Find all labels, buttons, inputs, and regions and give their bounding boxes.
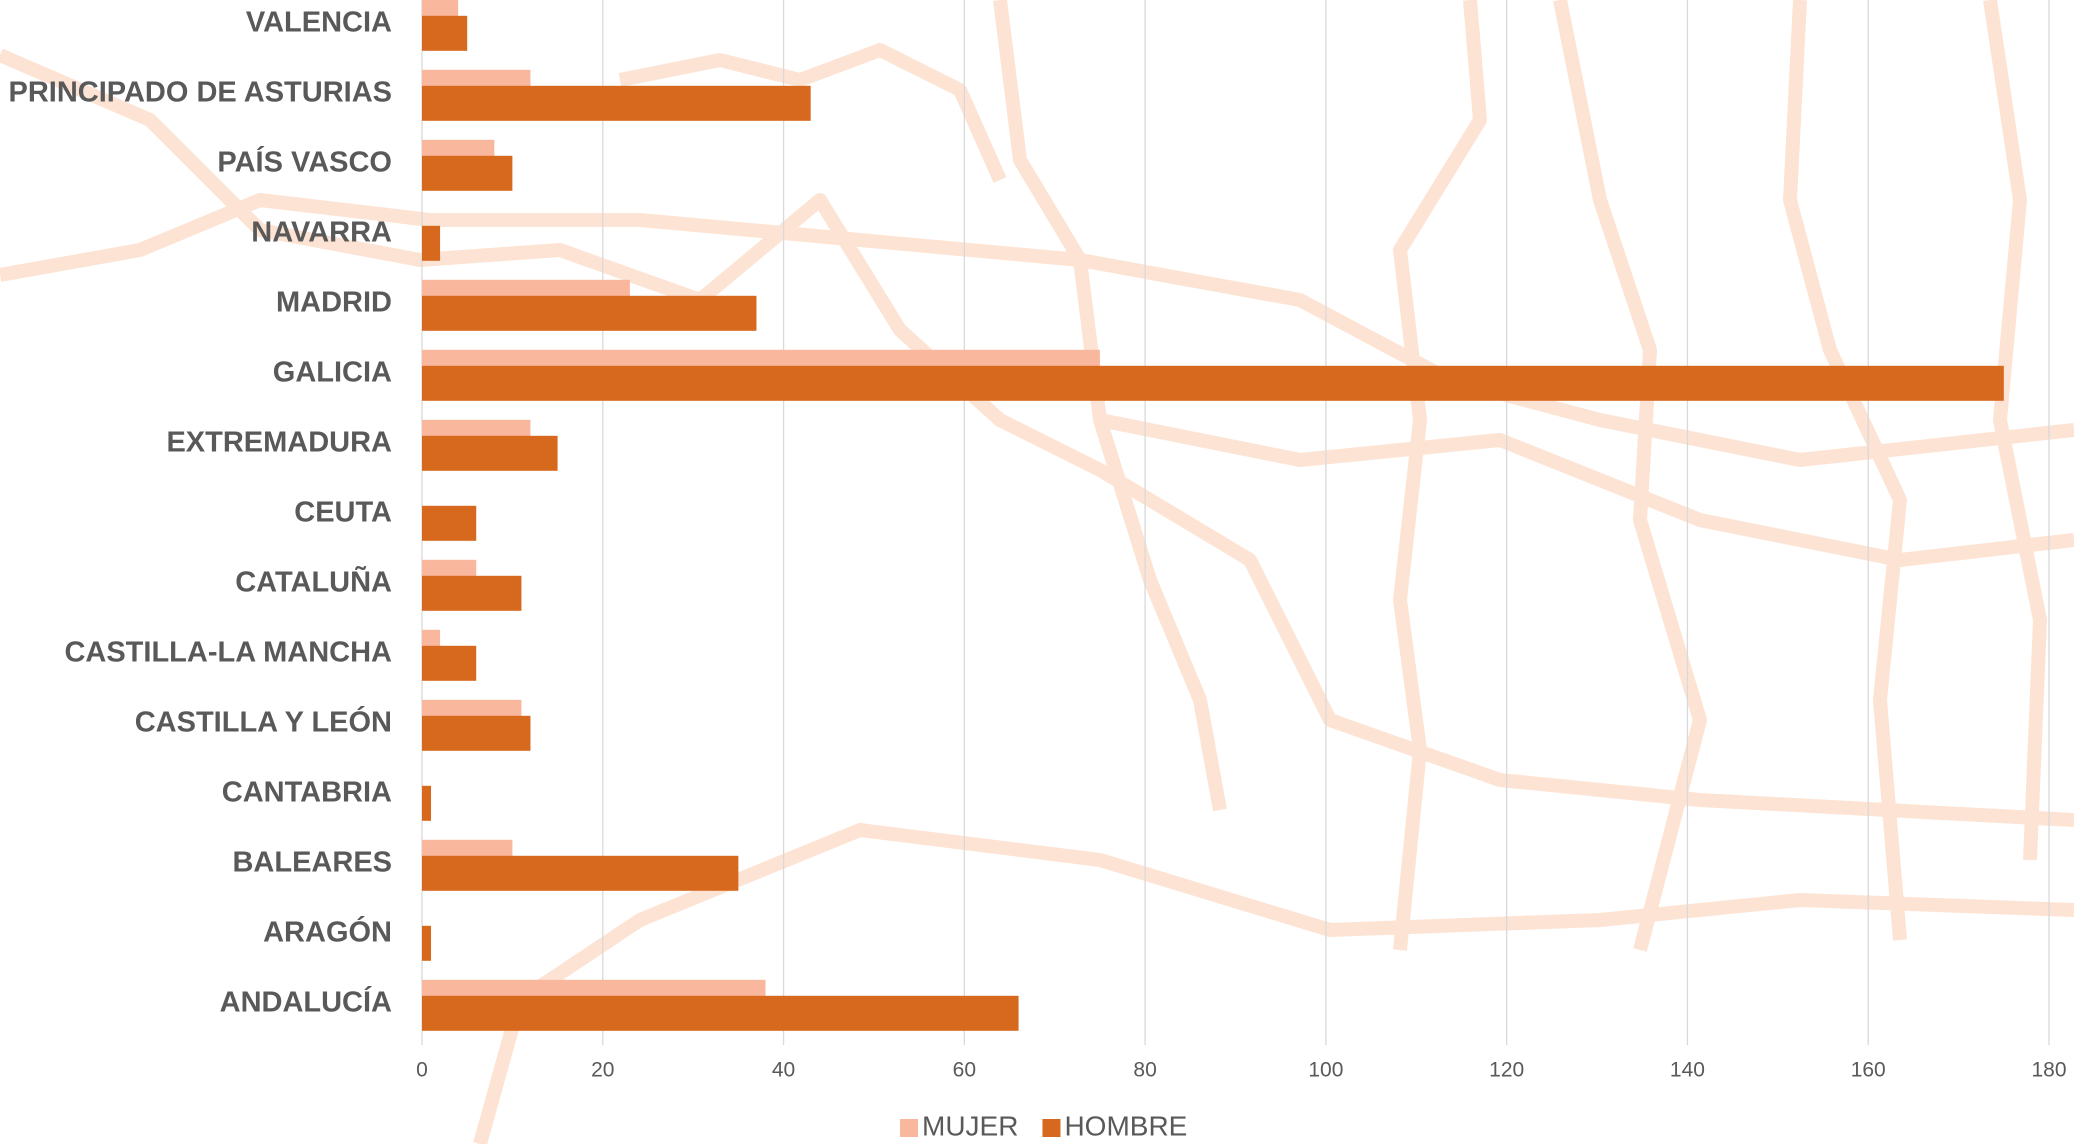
y-tick-label: CANTABRIA: [222, 776, 392, 808]
legend-swatch: [1042, 1119, 1061, 1137]
legend: MUJER HOMBRE: [900, 1110, 1187, 1141]
y-tick-label: NAVARRA: [251, 216, 392, 248]
bar: [422, 925, 432, 961]
y-tick-label: ANDALUCÍA: [220, 984, 392, 1018]
x-tick-label: 80: [1133, 1059, 1156, 1082]
x-tick-label: 160: [1851, 1059, 1886, 1082]
bar: [422, 715, 531, 751]
bar: [422, 855, 739, 891]
legend-label: MUJER: [922, 1110, 1018, 1141]
bar: [422, 365, 2004, 401]
x-tick-label: 20: [591, 1059, 614, 1082]
bar: [422, 505, 477, 541]
y-tick-label: PAÍS VASCO: [217, 144, 392, 178]
bar: [422, 575, 522, 611]
plot-area: 0 20 40 60 80 100 120 140 160 180 VALENCIA PRINCIPA…: [9, 0, 2067, 1082]
x-tick-label: 120: [1489, 1059, 1524, 1082]
bar: [422, 155, 513, 191]
y-tick-label: PRINCIPADO DE ASTURIAS: [9, 76, 392, 108]
y-tick-label: CASTILLA Y LEÓN: [135, 704, 392, 738]
bar: [422, 15, 468, 51]
y-tick-label: ARAGÓN: [263, 914, 392, 948]
bar: [422, 435, 558, 471]
y-tick-label: GALICIA: [273, 356, 392, 388]
x-tick-label: 0: [416, 1059, 428, 1082]
x-tick-label: 100: [1308, 1059, 1343, 1082]
y-tick-label: CEUTA: [294, 496, 392, 528]
y-tick-label: CATALUÑA: [235, 564, 392, 598]
x-tick-label: 60: [953, 1059, 976, 1082]
y-tick-label: VALENCIA: [246, 6, 392, 38]
bar: [422, 785, 432, 821]
legend-swatch: [900, 1119, 918, 1137]
bar: [422, 85, 811, 121]
y-tick-label: CASTILLA-LA MANCHA: [64, 636, 392, 668]
bar: [422, 225, 441, 261]
y-tick-label: BALEARES: [232, 846, 392, 878]
x-tick-label: 40: [772, 1059, 795, 1082]
x-tick-label: 180: [2031, 1059, 2066, 1082]
bar: [422, 645, 477, 681]
y-tick-label: EXTREMADURA: [166, 426, 392, 458]
legend-label: HOMBRE: [1064, 1110, 1187, 1141]
y-tick-label: MADRID: [276, 286, 392, 318]
x-tick-label: 140: [1670, 1059, 1705, 1082]
bar: [422, 295, 757, 331]
bar: [422, 995, 1019, 1031]
